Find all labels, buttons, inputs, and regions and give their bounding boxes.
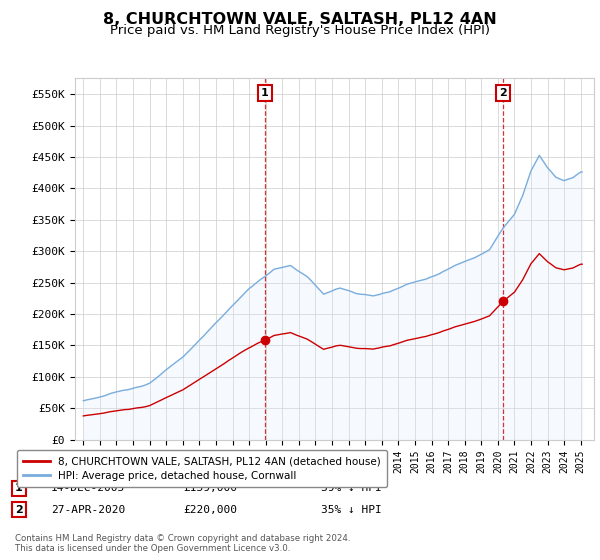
Text: 2: 2 xyxy=(499,88,507,98)
Text: 39% ↓ HPI: 39% ↓ HPI xyxy=(321,483,382,493)
Text: 2: 2 xyxy=(15,505,23,515)
Text: 8, CHURCHTOWN VALE, SALTASH, PL12 4AN: 8, CHURCHTOWN VALE, SALTASH, PL12 4AN xyxy=(103,12,497,27)
Text: 14-DEC-2005: 14-DEC-2005 xyxy=(51,483,125,493)
Text: Price paid vs. HM Land Registry's House Price Index (HPI): Price paid vs. HM Land Registry's House … xyxy=(110,24,490,36)
Text: 1: 1 xyxy=(261,88,269,98)
Text: 27-APR-2020: 27-APR-2020 xyxy=(51,505,125,515)
Text: £159,000: £159,000 xyxy=(183,483,237,493)
Legend: 8, CHURCHTOWN VALE, SALTASH, PL12 4AN (detached house), HPI: Average price, deta: 8, CHURCHTOWN VALE, SALTASH, PL12 4AN (d… xyxy=(17,450,387,487)
Text: 35% ↓ HPI: 35% ↓ HPI xyxy=(321,505,382,515)
Text: 1: 1 xyxy=(15,483,23,493)
Text: £220,000: £220,000 xyxy=(183,505,237,515)
Text: Contains HM Land Registry data © Crown copyright and database right 2024.
This d: Contains HM Land Registry data © Crown c… xyxy=(15,534,350,553)
